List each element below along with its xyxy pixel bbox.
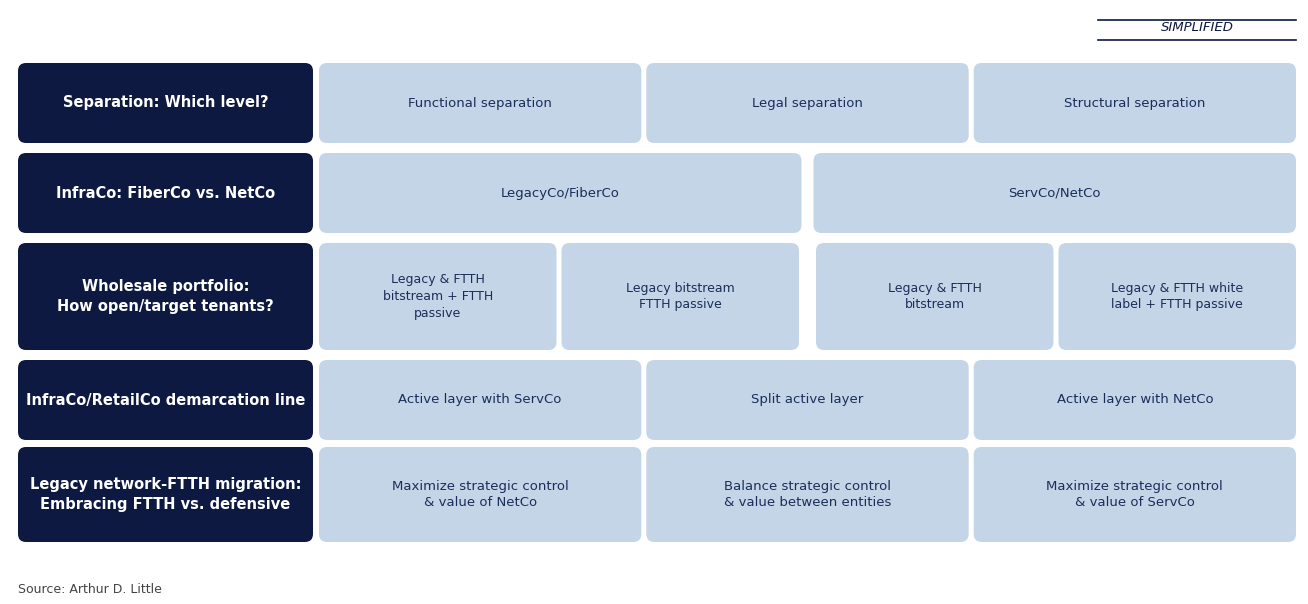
Text: Legacy & FTTH
bitstream + FTTH
passive: Legacy & FTTH bitstream + FTTH passive bbox=[383, 274, 493, 320]
FancyBboxPatch shape bbox=[319, 360, 641, 440]
Text: Wholesale portfolio:
How open/target tenants?: Wholesale portfolio: How open/target ten… bbox=[58, 280, 273, 313]
Text: Legacy & FTTH white
label + FTTH passive: Legacy & FTTH white label + FTTH passive bbox=[1112, 281, 1244, 311]
Text: Active layer with NetCo: Active layer with NetCo bbox=[1057, 393, 1213, 406]
Text: Legacy & FTTH
bitstream: Legacy & FTTH bitstream bbox=[888, 281, 982, 311]
FancyBboxPatch shape bbox=[646, 447, 969, 542]
Text: SIMPLIFIED: SIMPLIFIED bbox=[1160, 21, 1233, 34]
Text: ServCo/NetCo: ServCo/NetCo bbox=[1008, 187, 1101, 199]
FancyBboxPatch shape bbox=[814, 153, 1296, 233]
FancyBboxPatch shape bbox=[18, 360, 313, 440]
FancyBboxPatch shape bbox=[973, 63, 1296, 143]
FancyBboxPatch shape bbox=[973, 360, 1296, 440]
Text: Separation: Which level?: Separation: Which level? bbox=[63, 95, 268, 111]
FancyBboxPatch shape bbox=[561, 243, 799, 350]
FancyBboxPatch shape bbox=[1058, 243, 1296, 350]
Text: Active layer with ServCo: Active layer with ServCo bbox=[399, 393, 562, 406]
Text: InfraCo: FiberCo vs. NetCo: InfraCo: FiberCo vs. NetCo bbox=[56, 185, 275, 201]
FancyBboxPatch shape bbox=[646, 360, 969, 440]
Text: LegacyCo/FiberCo: LegacyCo/FiberCo bbox=[501, 187, 620, 199]
FancyBboxPatch shape bbox=[319, 243, 556, 350]
Text: Maximize strategic control
& value of NetCo: Maximize strategic control & value of Ne… bbox=[392, 480, 569, 509]
FancyBboxPatch shape bbox=[18, 153, 313, 233]
FancyBboxPatch shape bbox=[646, 63, 969, 143]
Text: Structural separation: Structural separation bbox=[1065, 97, 1206, 109]
Text: Legacy network-FTTH migration:
Embracing FTTH vs. defensive: Legacy network-FTTH migration: Embracing… bbox=[30, 477, 301, 512]
Text: Legal separation: Legal separation bbox=[752, 97, 863, 109]
Text: Source: Arthur D. Little: Source: Arthur D. Little bbox=[18, 583, 162, 596]
FancyBboxPatch shape bbox=[319, 63, 641, 143]
Text: InfraCo/RetailCo demarcation line: InfraCo/RetailCo demarcation line bbox=[26, 393, 305, 408]
Text: Functional separation: Functional separation bbox=[408, 97, 552, 109]
Text: Split active layer: Split active layer bbox=[751, 393, 863, 406]
FancyBboxPatch shape bbox=[18, 63, 313, 143]
FancyBboxPatch shape bbox=[18, 243, 313, 350]
FancyBboxPatch shape bbox=[319, 153, 802, 233]
FancyBboxPatch shape bbox=[973, 447, 1296, 542]
FancyBboxPatch shape bbox=[18, 447, 313, 542]
FancyBboxPatch shape bbox=[816, 243, 1053, 350]
Text: Balance strategic control
& value between entities: Balance strategic control & value betwee… bbox=[723, 480, 891, 509]
FancyBboxPatch shape bbox=[319, 447, 641, 542]
Text: Legacy bitstream
FTTH passive: Legacy bitstream FTTH passive bbox=[625, 281, 735, 311]
Text: Maximize strategic control
& value of ServCo: Maximize strategic control & value of Se… bbox=[1046, 480, 1223, 509]
